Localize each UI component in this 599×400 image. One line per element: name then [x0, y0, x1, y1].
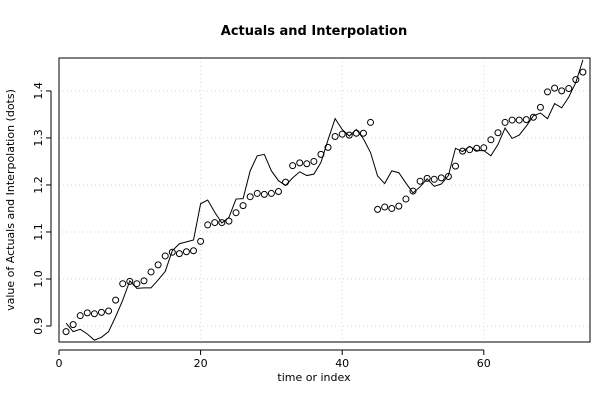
interpolation-point	[190, 247, 198, 255]
interpolation-point	[551, 84, 559, 92]
interpolation-point	[395, 202, 403, 210]
interpolation-point	[501, 118, 509, 126]
y-axis-label: value of Actuals and Interpolation (dots…	[4, 89, 17, 311]
interpolation-point	[558, 87, 566, 95]
interpolation-point	[430, 175, 438, 183]
interpolation-point	[381, 203, 389, 211]
x-tick-label: 40	[335, 357, 349, 370]
interpolation-point	[62, 328, 70, 336]
plot-area	[62, 59, 587, 341]
interpolation-point	[310, 157, 318, 165]
interpolation-point	[437, 174, 445, 182]
interpolation-point	[345, 131, 353, 139]
interpolation-point	[522, 116, 530, 124]
interpolation-point	[97, 308, 105, 316]
interpolation-point	[204, 221, 212, 229]
interpolation-point	[182, 248, 190, 256]
interpolation-point	[451, 162, 459, 170]
interpolation-point	[416, 177, 424, 185]
interpolation-point	[544, 88, 552, 96]
interpolation-point	[487, 136, 495, 144]
interpolation-point	[126, 277, 134, 285]
interpolation-point	[267, 189, 275, 197]
interpolation-point	[289, 162, 297, 170]
interpolation-point	[161, 252, 169, 260]
interpolation-point	[154, 261, 162, 269]
y-tick-label: 1.3	[32, 129, 45, 147]
interpolation-point	[90, 310, 98, 318]
interpolation-point	[69, 321, 77, 329]
interpolation-point	[119, 280, 127, 288]
interpolation-point	[331, 133, 339, 141]
interpolation-point	[367, 118, 375, 126]
interpolation-point	[423, 174, 431, 182]
y-tick-label: 1.1	[32, 223, 45, 241]
interpolation-point	[515, 116, 523, 124]
interpolation-point	[359, 129, 367, 137]
interpolation-point	[218, 219, 226, 227]
y-tick-label: 1.0	[32, 270, 45, 288]
interpolation-point	[565, 85, 573, 93]
interpolation-point	[168, 248, 176, 256]
x-tick-label: 0	[56, 357, 63, 370]
interpolation-point	[246, 193, 254, 201]
interpolation-point	[282, 178, 290, 186]
interpolation-point	[352, 129, 360, 137]
y-tick-label: 1.4	[32, 82, 45, 100]
grid	[58, 58, 590, 342]
interpolation-point	[303, 160, 311, 168]
chart-title: Actuals and Interpolation	[221, 24, 407, 39]
interpolation-point	[494, 129, 502, 137]
interpolation-point	[147, 268, 155, 276]
interpolation-point	[374, 205, 382, 213]
interpolation-point	[572, 76, 580, 84]
interpolation-point	[338, 130, 346, 138]
interpolation-point	[112, 296, 120, 304]
interpolation-point	[409, 187, 417, 195]
interpolation-point	[225, 217, 233, 225]
interpolation-point	[324, 143, 332, 151]
interpolation-point	[76, 312, 84, 320]
interpolation-point	[466, 146, 474, 154]
interpolation-point	[253, 189, 261, 197]
interpolation-point	[402, 195, 410, 203]
interpolation-point	[388, 204, 396, 212]
interpolation-point	[473, 144, 481, 152]
interpolation-point	[529, 113, 537, 121]
interpolation-point	[211, 219, 219, 227]
plot-frame	[58, 57, 591, 343]
interpolation-point	[140, 277, 148, 285]
interpolation-point	[444, 172, 452, 180]
interpolation-point	[232, 209, 240, 217]
interpolation-point	[579, 68, 587, 76]
actuals-line	[65, 59, 584, 341]
interpolation-point	[133, 280, 141, 288]
interpolation-point	[536, 103, 544, 111]
y-axis: 0.9 1.0 1.1 1.2 1.3 1.4	[32, 82, 52, 335]
interpolation-point	[274, 188, 282, 196]
interpolation-point	[317, 150, 325, 158]
interpolation-point	[239, 202, 247, 210]
interpolation-point	[175, 250, 183, 258]
y-tick-label: 1.2	[32, 176, 45, 194]
interpolation-point	[105, 307, 113, 315]
x-tick-label: 20	[194, 357, 208, 370]
x-axis: 0 20 40 60	[56, 349, 491, 370]
interpolation-point	[459, 147, 467, 155]
y-tick-label: 0.9	[32, 317, 45, 335]
interpolation-point	[508, 116, 516, 124]
interpolation-point	[197, 237, 205, 245]
x-tick-label: 60	[477, 357, 491, 370]
interpolation-point	[83, 309, 91, 317]
interpolation-point	[260, 190, 268, 198]
x-axis-label: time or index	[277, 371, 351, 384]
interpolation-point	[296, 159, 304, 167]
interpolation-point	[480, 144, 488, 152]
